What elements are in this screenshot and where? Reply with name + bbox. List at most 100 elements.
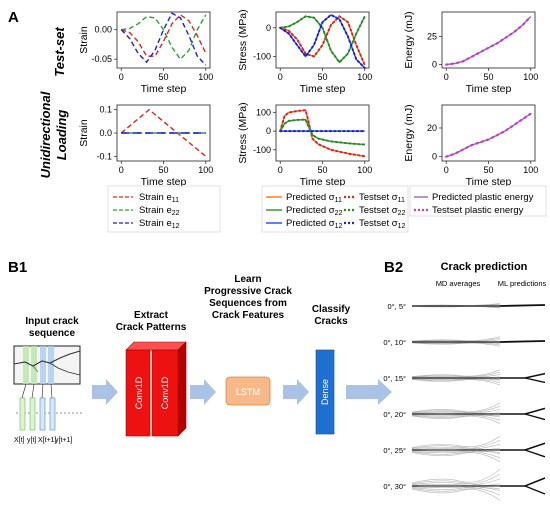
b2-title: Crack prediction <box>441 261 528 273</box>
x-tick-label: 100 <box>198 165 213 175</box>
x-axis-label: Time step <box>466 176 512 188</box>
lstm-label: LSTM <box>236 387 260 397</box>
chart-strain-test: 0 50 100 0.00 -0.05 Time step Strain <box>78 11 213 95</box>
chart-stress-test: 0 50 100 0 -100 Time step Stress (MPa) <box>237 9 372 95</box>
b1-extract-title-1: Extract <box>134 310 169 321</box>
x-tick-label: 50 <box>483 72 493 82</box>
y-tick-label: 0.0 <box>99 128 112 138</box>
x-tick-label: 50 <box>483 165 493 175</box>
arrow-icon <box>190 379 216 405</box>
legend-stress: Predicted σ11 Predicted σ22 Predicted σ1… <box>261 185 409 233</box>
y-tick-label: 0 <box>266 23 271 33</box>
md-average-crack <box>411 336 501 347</box>
arrow-icon <box>346 379 392 405</box>
y-tick-label: 0 <box>432 60 437 70</box>
y-tick-label: -100 <box>253 52 271 62</box>
legend-frame <box>107 185 221 233</box>
ml-prediction-crack <box>500 442 546 458</box>
ml-prediction-crack <box>499 304 546 307</box>
x-axis-label: Time step <box>300 176 346 188</box>
x-tick-label: 0 <box>278 72 283 82</box>
chart-energy-unidirectional: 0 50 100 0 20 Time step Energy (mJ) <box>403 104 538 188</box>
x-tick-label: 100 <box>198 72 213 82</box>
chart-strain-unidirectional: 0 50 100 0.1 0.0 -0.1 Time step Strain <box>78 104 213 188</box>
legend-label-pred-s11: Predicted σ11 <box>286 192 342 204</box>
x-tick-label: 50 <box>317 72 327 82</box>
chart-stress-unidirectional: 0 50 100 100 0 -100 Time step Stress (MPa) <box>237 102 372 188</box>
crack-sequence-image <box>13 345 81 385</box>
x-tick-label: 0 <box>444 72 449 82</box>
x-tick-label: 100 <box>357 72 372 82</box>
series-testset-s12 <box>279 13 366 69</box>
panel-label-a: A <box>8 9 19 26</box>
legend-energy: Predicted plastic energy Testset plastic… <box>409 185 547 217</box>
x-tick-label: 50 <box>158 72 168 82</box>
b1-classify-title-1: Classify <box>312 304 351 315</box>
b1-col-label-xt: X[t] <box>14 437 25 444</box>
legend-frame <box>261 185 409 233</box>
y-tick-label: 0 <box>266 126 271 136</box>
x-tick-label: 50 <box>317 165 327 175</box>
b2-row-label: 0°, 5° <box>387 302 406 311</box>
ml-prediction-crack <box>500 372 546 384</box>
b1-learn-title-1: Learn <box>234 274 261 285</box>
b1-col-label-yt: y[t] <box>27 437 36 444</box>
x-tick-label: 0 <box>119 72 124 82</box>
conv1d-label-2: Conv1D <box>160 376 170 409</box>
b2-row-label: 0°, 25° <box>383 446 406 455</box>
md-average-crack <box>411 369 501 386</box>
plot-frame <box>275 104 370 162</box>
legend-label-test-s12: Testset σ12 <box>359 218 406 230</box>
legend-label-e11: Strain e11 <box>139 192 179 204</box>
series-line-e11 <box>120 13 207 57</box>
panel-label-b2: B2 <box>384 259 403 276</box>
ml-prediction-crack <box>500 407 546 421</box>
b2-col-ml: ML predictions <box>498 279 547 288</box>
y-axis-label: Energy (mJ) <box>403 104 415 161</box>
dense-block <box>315 349 335 435</box>
arrow-icon <box>92 379 118 405</box>
y-tick-label: 25 <box>427 32 437 42</box>
legend-label-energy-test: Testset plastic energy <box>432 205 524 216</box>
b2-row-label: 0°, 30° <box>383 482 406 491</box>
x-tick-label: 0 <box>444 165 449 175</box>
crack-prediction-grid: 0°, 5° 0°, 10° 0°, 15° 0°, 20° 0°, 25° 0°, 30… <box>383 302 546 501</box>
b1-learn-title-3: Sequences from <box>209 298 287 309</box>
lstm-block <box>225 376 271 406</box>
conv1d-label-1: Conv1D <box>134 376 144 409</box>
y-tick-label: 100 <box>256 107 271 117</box>
row-label-uni-2: Loading <box>54 110 69 161</box>
arrow-icon <box>283 379 309 405</box>
legend-label-pred-s22: Predicted σ22 <box>286 205 343 217</box>
series-testset-s11 <box>279 109 366 158</box>
y-tick-label: 0.1 <box>99 105 112 115</box>
b2-row-label: 0°, 15° <box>383 374 406 383</box>
b1-input-title-1: Input crack <box>25 316 79 327</box>
x-tick-label: 0 <box>278 165 283 175</box>
md-average-crack <box>411 435 501 463</box>
md-average-crack <box>411 303 501 309</box>
y-tick-label: -100 <box>253 145 271 155</box>
row-label-test: Test-set <box>52 27 67 77</box>
legend-strain: Strain e11 Strain e22 Strain e12 <box>107 185 221 233</box>
x-tick-label: 100 <box>523 165 538 175</box>
md-average-crack <box>411 468 501 501</box>
y-axis-label: Stress (MPa) <box>237 9 249 70</box>
panel-label-b1: B1 <box>8 259 27 276</box>
b2-col-md: MD averages <box>436 279 481 288</box>
b1-extract-title-2: Crack Patterns <box>116 322 187 333</box>
series-testset-s22 <box>279 118 366 146</box>
y-axis-label: Strain <box>78 119 90 147</box>
y-axis-label: Energy (mJ) <box>403 11 415 68</box>
b2-row-label: 0°, 20° <box>383 410 406 419</box>
x-axis-label: Time step <box>141 83 187 95</box>
legend-label-pred-s12: Predicted σ12 <box>286 218 343 230</box>
series-testset-s22 <box>279 15 366 64</box>
y-tick-label: 0.00 <box>94 25 112 35</box>
crack-feature-columns <box>16 383 82 431</box>
x-tick-label: 100 <box>357 165 372 175</box>
legend-label-energy-pred: Predicted plastic energy <box>432 192 534 203</box>
series-line-e22 <box>121 14 207 61</box>
dense-label: Dense <box>320 379 330 405</box>
conv1d-block <box>125 341 187 437</box>
